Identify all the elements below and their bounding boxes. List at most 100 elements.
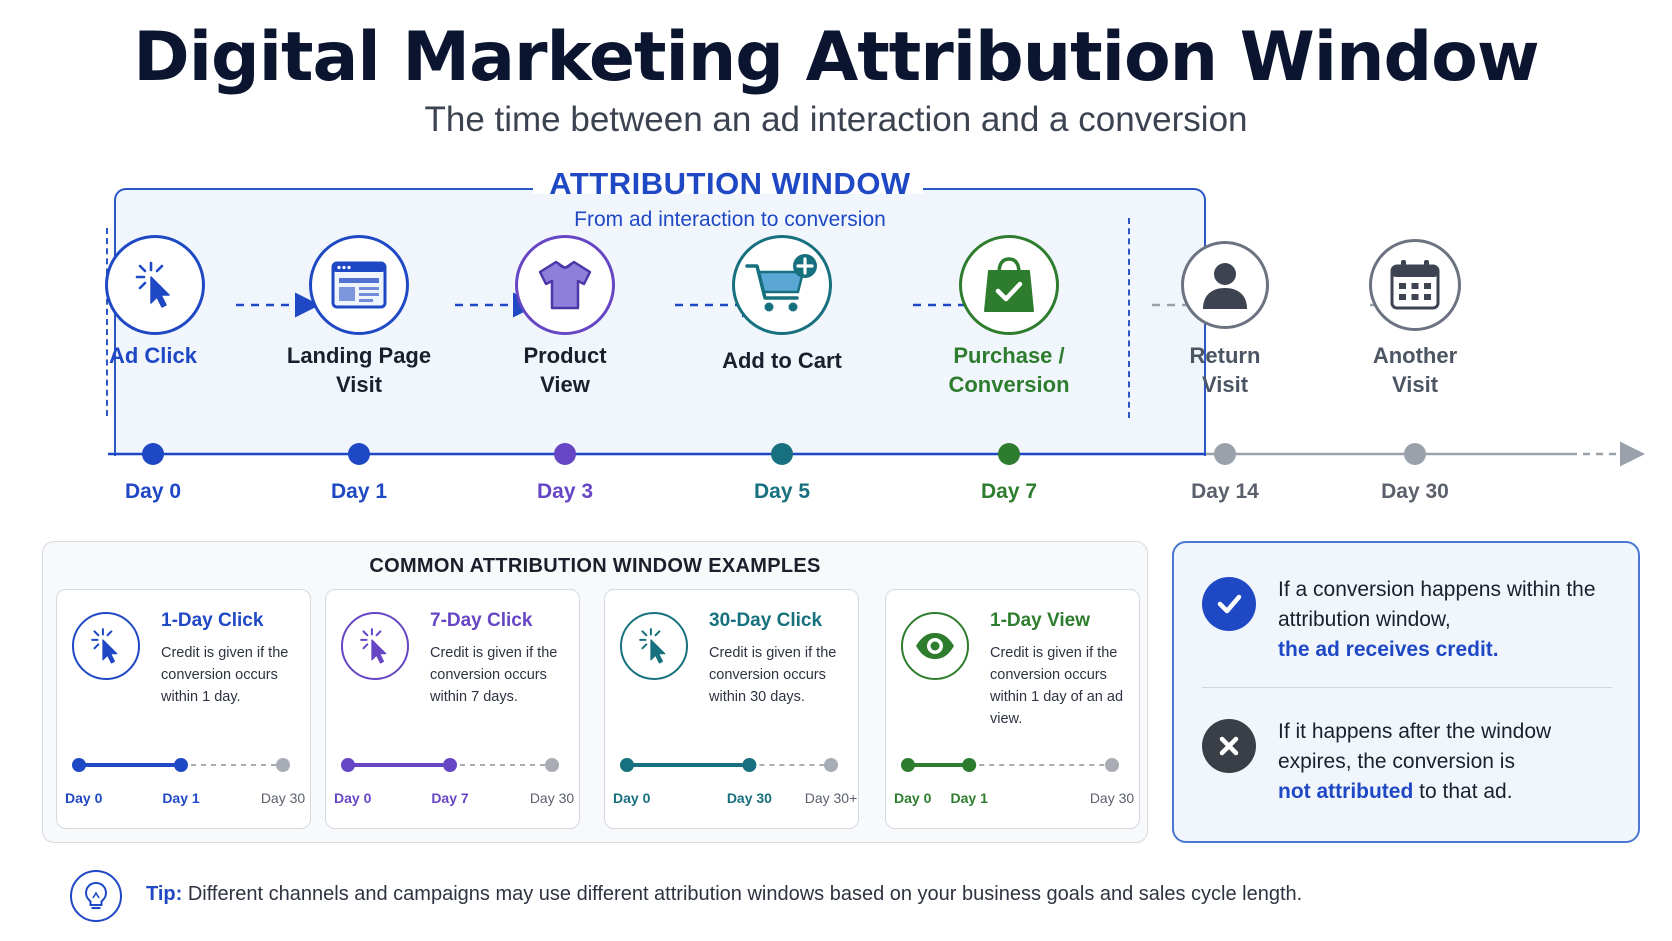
- eye-icon: [901, 612, 969, 680]
- lightbulb-icon: [70, 870, 122, 922]
- calendar-icon: [1388, 258, 1442, 312]
- card-description: Credit is given if the conversion occurs…: [161, 645, 289, 705]
- window-end-dash: [1128, 218, 1130, 418]
- example-card-3: 30-Day Click Credit is given if the conve…: [604, 589, 859, 829]
- cart-plus-icon: [743, 252, 821, 318]
- step-label-1: Ad Click: [53, 341, 253, 370]
- card-description: Credit is given if the conversion occurs…: [709, 645, 837, 705]
- day-label-1: Day 0: [124, 480, 182, 503]
- tshirt-icon: [536, 258, 594, 312]
- example-card-2: 7-Day Click Credit is given if the conver…: [325, 589, 580, 829]
- rule-after-emphasis: not attributed: [1278, 780, 1414, 803]
- day-label-5: Day 7: [980, 480, 1038, 503]
- timeline-label: Day 1: [950, 790, 988, 806]
- rule-after-line: If it happens after the window expires, …: [1278, 720, 1552, 773]
- step-label-line1: Product: [523, 343, 607, 368]
- rule-after-text: If it happens after the window expires, …: [1278, 717, 1618, 807]
- timeline-label: Day 0: [894, 790, 932, 806]
- window-subtitle: From ad interaction to conversion: [574, 208, 886, 231]
- step-label-line1: Another: [1372, 343, 1458, 368]
- cursor-click-icon: [620, 612, 688, 680]
- day-label-7: Day 30: [1381, 480, 1449, 503]
- step-label-line2: Visit: [1391, 372, 1439, 397]
- timeline-dot-2: [348, 443, 370, 465]
- tip-row: Tip: Different channels and campaigns ma…: [70, 870, 1570, 922]
- page-title: Digital Marketing Attribution Window: [133, 18, 1539, 97]
- step-circle-3: [515, 235, 615, 335]
- step-label-6: Return Visit: [1125, 341, 1325, 399]
- examples-title: COMMON ATTRIBUTION WINDOW EXAMPLES: [369, 555, 821, 577]
- timeline-label: Day 30: [1089, 790, 1135, 806]
- webpage-icon: [330, 260, 388, 310]
- timeline-dot-6: [1214, 443, 1236, 465]
- attribution-rules-panel: If a conversion happens within the attri…: [1172, 541, 1640, 843]
- cursor-click-icon: [341, 612, 409, 680]
- step-circle-2: [309, 235, 409, 335]
- window-start-dash: [106, 228, 108, 416]
- tip-key: Tip:: [146, 883, 183, 905]
- timeline-label: Day 0: [65, 790, 103, 806]
- step-label-3: Product View: [465, 341, 665, 399]
- window-title: ATTRIBUTION WINDOW: [549, 166, 911, 201]
- timeline-dot-7: [1404, 443, 1426, 465]
- timeline-label: Day 30: [260, 790, 306, 806]
- step-label-4: Add to Cart: [682, 346, 882, 375]
- card-timeline: Day 0 Day 1 Day 30: [57, 750, 312, 810]
- card-title: 7-Day Click: [430, 610, 533, 631]
- timeline-label: Day 30+: [804, 790, 858, 806]
- card-timeline: Day 0 Day 1 Day 30: [886, 750, 1141, 810]
- step-label-line2: Visit: [335, 372, 383, 397]
- card-title: 30-Day Click: [709, 610, 823, 631]
- timeline-label: Day 30: [529, 790, 575, 806]
- timeline-dot-1: [142, 443, 164, 465]
- step-circle-5: [959, 235, 1059, 335]
- step-label-line1: Return: [1189, 343, 1261, 368]
- example-card-1: 1-Day Click Credit is given if the conver…: [56, 589, 311, 829]
- tip-body: Different channels and campaigns may use…: [182, 883, 1303, 905]
- timeline-label: Day 7: [431, 790, 469, 806]
- step-label-line2: View: [540, 372, 590, 397]
- card-title: 1-Day Click: [161, 610, 264, 631]
- timeline-dot-4: [771, 443, 793, 465]
- user-icon: [1200, 259, 1250, 311]
- step-label-7: Another Visit: [1315, 341, 1515, 399]
- day-label-3: Day 3: [536, 480, 594, 503]
- step-label-line2: Conversion: [948, 372, 1070, 397]
- example-card-4: 1-Day View Credit is given if the convers…: [885, 589, 1140, 829]
- day-label-6: Day 14: [1191, 480, 1259, 503]
- step-circle-4: [732, 235, 832, 335]
- cursor-click-icon: [129, 259, 181, 311]
- step-label-5: Purchase / Conversion: [909, 341, 1109, 399]
- step-label-line2: Visit: [1201, 372, 1249, 397]
- card-description: Credit is given if the conversion occurs…: [430, 645, 558, 705]
- day-label-4: Day 5: [753, 480, 811, 503]
- card-title: 1-Day View: [990, 610, 1090, 631]
- rule-within-line: If a conversion happens within the attri…: [1278, 578, 1596, 631]
- day-label-2: Day 1: [330, 480, 388, 503]
- timeline-dot-3: [554, 443, 576, 465]
- step-circle-1: [105, 235, 205, 335]
- timeline-label: Day 1: [162, 790, 200, 806]
- step-circle-7: [1369, 239, 1461, 331]
- timeline-label: Day 0: [613, 790, 651, 806]
- timeline-dot-5: [998, 443, 1020, 465]
- step-label-line1: Add to Cart: [722, 348, 842, 373]
- rule-within-text: If a conversion happens within the attri…: [1278, 575, 1618, 665]
- rule-after-tail: to that ad.: [1413, 780, 1513, 803]
- step-circle-6: [1181, 241, 1269, 329]
- rule-divider: [1202, 687, 1612, 688]
- shopping-bag-check-icon: [981, 255, 1037, 315]
- timeline-label: Day 0: [334, 790, 372, 806]
- card-timeline: Day 0 Day 30 Day 30+: [605, 750, 860, 810]
- tip-text: Tip: Different channels and campaigns ma…: [146, 883, 1302, 906]
- card-description: Credit is given if the conversion occurs…: [990, 645, 1124, 727]
- step-label-line1: Ad Click: [108, 343, 198, 368]
- rule-within-emphasis: the ad receives credit.: [1278, 638, 1499, 661]
- step-label-line1: Purchase /: [953, 343, 1065, 368]
- page-subtitle: The time between an ad interaction and a…: [424, 100, 1248, 139]
- checkmark-icon: [1202, 577, 1256, 631]
- step-label-2: Landing Page Visit: [259, 341, 459, 399]
- timeline-label: Day 30: [726, 790, 772, 806]
- close-icon: [1202, 719, 1256, 773]
- card-timeline: Day 0 Day 7 Day 30: [326, 750, 581, 810]
